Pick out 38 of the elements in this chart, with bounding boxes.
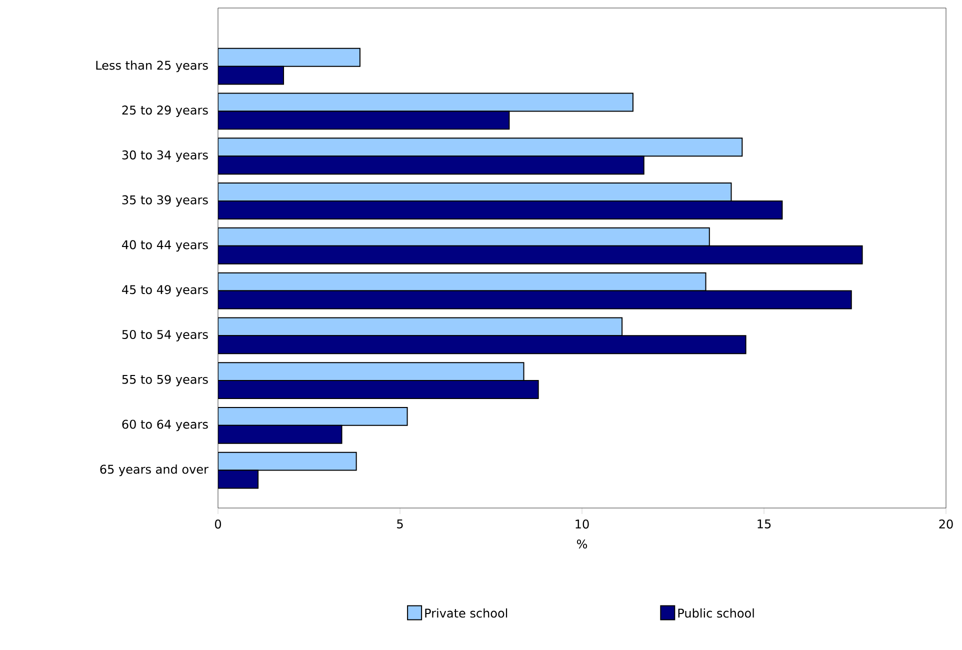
x-tick-label: 0 xyxy=(214,520,222,529)
bar xyxy=(218,110,510,130)
legend-label: Public school xyxy=(678,608,754,618)
bar xyxy=(218,452,357,471)
bar xyxy=(218,138,743,157)
bar xyxy=(218,406,408,426)
x-tick-label: 15 xyxy=(758,520,771,528)
y-tick-label: 35 to 39 years xyxy=(122,195,208,207)
y-tick-label: 55 to 59 years xyxy=(122,374,208,386)
bar xyxy=(218,470,259,489)
bar xyxy=(218,156,644,175)
y-tick-label: Less than 25 years xyxy=(96,60,208,72)
bar xyxy=(218,317,623,336)
x-tick-label: 5 xyxy=(397,520,403,528)
y-tick-label: 30 to 34 years xyxy=(122,150,208,162)
y-tick-label: 65 years and over xyxy=(100,464,208,476)
bar xyxy=(218,182,732,202)
bar xyxy=(218,335,746,354)
y-tick-label: 40 to 44 years xyxy=(122,240,208,252)
y-tick-label: 60 to 64 years xyxy=(122,420,208,432)
y-tick-label: 25 to 29 years xyxy=(122,106,208,117)
x-axis-title: % xyxy=(576,539,588,549)
y-tick-label: 50 to 54 years xyxy=(122,330,208,342)
bar xyxy=(218,48,360,67)
bar xyxy=(218,362,524,382)
bar xyxy=(218,290,852,310)
bar xyxy=(218,92,634,112)
x-tick-label: 20 xyxy=(939,520,953,529)
y-tick-label: 45 to 49 years xyxy=(122,285,208,296)
legend-label: Private school xyxy=(425,608,508,618)
bar xyxy=(218,200,783,220)
bar xyxy=(218,245,863,264)
x-tick-label: 10 xyxy=(576,520,589,529)
bar xyxy=(218,227,710,246)
bar xyxy=(218,272,706,292)
bar xyxy=(218,424,342,444)
bar xyxy=(218,66,284,85)
bar xyxy=(218,380,539,399)
